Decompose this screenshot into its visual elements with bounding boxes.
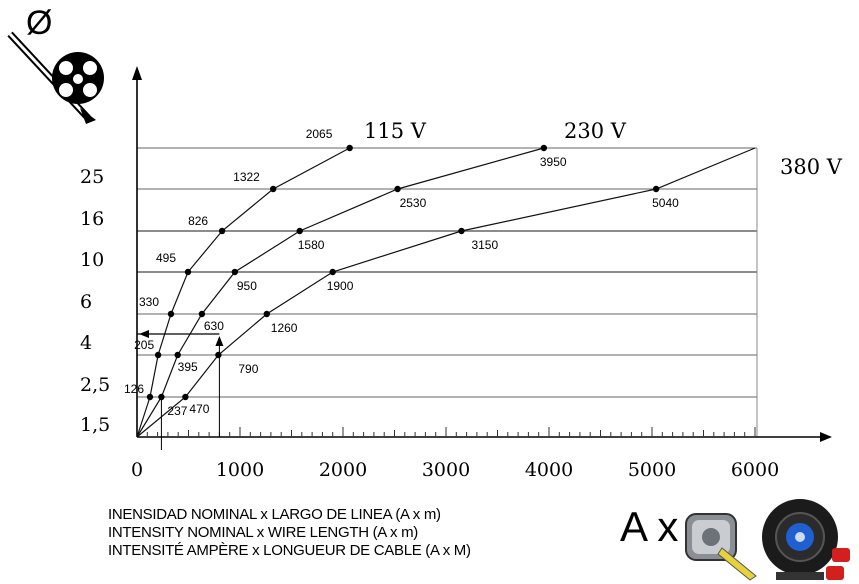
data-point	[215, 351, 222, 359]
data-point	[174, 351, 181, 359]
caption-english: INTENSITY NOMINAL x WIRE LENGTH (A x m)	[108, 524, 418, 541]
data-point	[346, 144, 353, 152]
data-point	[146, 393, 154, 401]
example-arrow-up	[215, 336, 224, 346]
data-point	[296, 227, 303, 235]
cable-reel-icon	[762, 499, 850, 580]
data-point	[154, 351, 162, 359]
data-label: 330	[139, 295, 159, 309]
y-tick-label: 16	[80, 208, 104, 230]
cable-cross-section-icon: Ø	[7, 4, 104, 124]
series-label: 230 V	[564, 119, 627, 143]
data-label: 395	[178, 360, 198, 374]
data-point	[540, 144, 548, 152]
series-line	[136, 147, 756, 438]
data-label: 950	[237, 279, 257, 293]
data-label: 2065	[306, 127, 333, 141]
data-label: 1260	[271, 321, 298, 335]
x-tick-label: 1000	[216, 459, 264, 481]
data-point	[652, 185, 660, 193]
data-label: 826	[188, 214, 208, 228]
x-tick-label: 2000	[319, 459, 367, 481]
data-label: 495	[156, 251, 176, 265]
ax-label: A x	[620, 503, 679, 550]
y-tick-label: 10	[80, 249, 104, 271]
data-point	[394, 185, 401, 193]
diameter-symbol: Ø	[26, 4, 52, 42]
data-label: 1900	[327, 279, 354, 293]
x-tick-label: 4000	[525, 459, 573, 481]
data-label: 237	[167, 404, 187, 418]
series-line	[136, 147, 545, 438]
data-point	[218, 227, 226, 235]
data-point	[329, 268, 336, 276]
y-tick-label: 2,5	[80, 374, 110, 396]
y-tick-label: 6	[80, 291, 92, 313]
data-point	[458, 227, 465, 235]
chart-marks: 126 205 330 495 826 1322 2065 115 V 237 395 630 950…	[124, 119, 843, 450]
series-label: 380 V	[780, 155, 843, 179]
caption-spanish: INENSIDAD NOMINAL x LARGO DE LINEA (A x …	[108, 506, 441, 523]
axes: 0 1000 2000 3000 4000 5000 6000 1,5 2,5 4 6 10 16 25	[80, 66, 832, 481]
x-tick-label: 6000	[731, 459, 779, 481]
x-tick-label: 5000	[628, 459, 676, 481]
data-label: 3150	[471, 238, 498, 252]
data-point	[167, 310, 175, 318]
axis-caption: INENSIDAD NOMINAL x LARGO DE LINEA (A x …	[108, 506, 471, 560]
x-tick-label: 3000	[422, 459, 470, 481]
data-label: 1322	[233, 170, 260, 184]
data-label: 3950	[540, 155, 567, 169]
data-label: 205	[134, 338, 154, 352]
example-arrow-left	[139, 330, 149, 338]
data-label: 5040	[652, 196, 679, 210]
tape-measure-icon	[685, 513, 757, 581]
x-axis-arrow	[820, 432, 832, 442]
data-label: 126	[124, 382, 144, 396]
y-axis-arrow	[132, 66, 142, 80]
x-tick-label: 0	[131, 459, 143, 481]
y-tick-label: 1,5	[80, 414, 110, 436]
data-label: 630	[204, 319, 224, 333]
data-label: 790	[238, 362, 258, 376]
series-line	[136, 147, 350, 438]
data-point	[198, 310, 206, 318]
data-label: 470	[189, 402, 209, 416]
caption-french: INTENSITÉ AMPÈRE x LONGUEUR DE CABLE (A …	[108, 542, 471, 559]
grid-lines	[137, 147, 758, 437]
y-tick-label: 4	[80, 332, 92, 354]
data-point	[184, 268, 192, 276]
data-point	[231, 268, 239, 276]
data-point	[269, 185, 277, 193]
data-point	[182, 393, 189, 401]
data-label: 2530	[400, 196, 427, 210]
series-label: 115 V	[364, 119, 427, 143]
data-label: 1580	[298, 238, 325, 252]
data-point	[263, 310, 270, 318]
y-tick-label: 25	[80, 166, 104, 188]
